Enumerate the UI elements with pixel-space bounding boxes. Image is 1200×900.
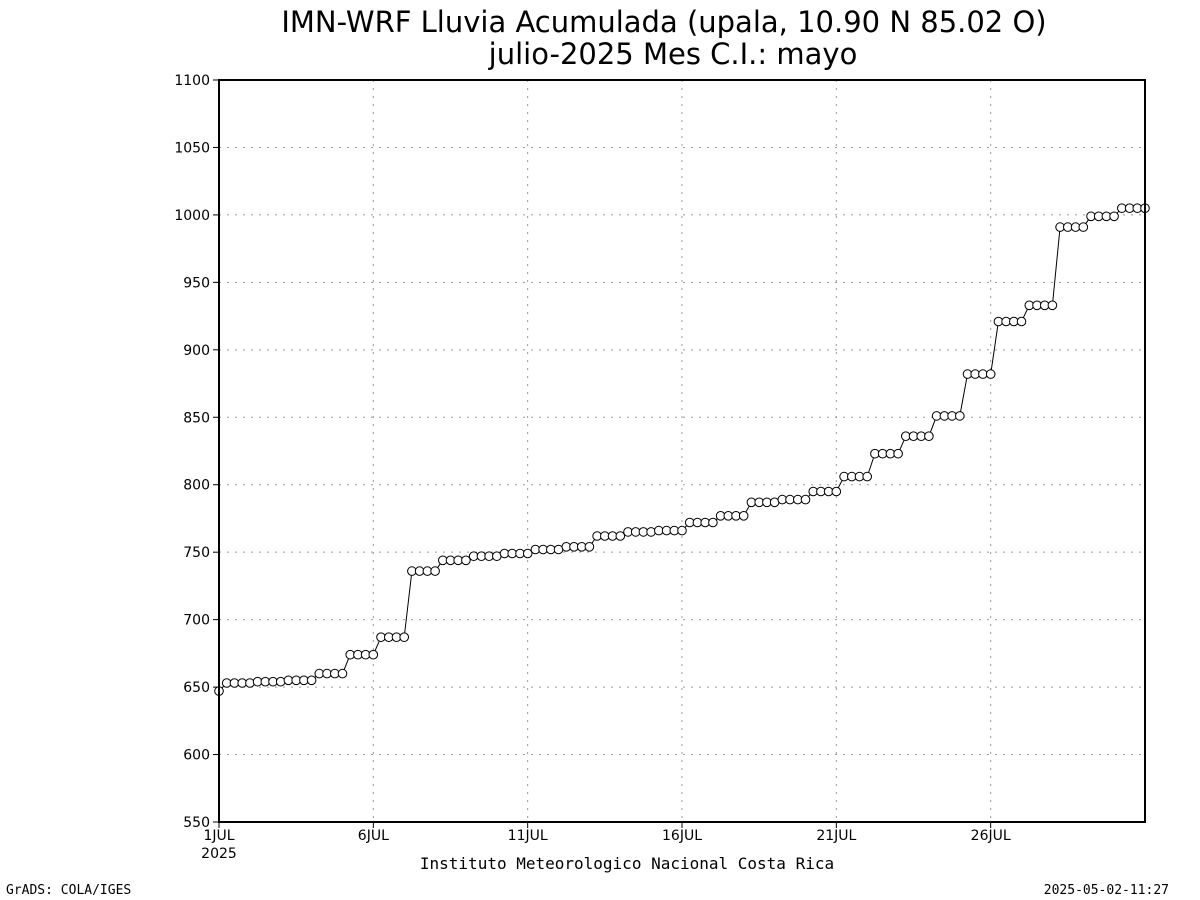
- data-point: [306, 675, 317, 686]
- chart-subtitle: julio-2025 Mes C.I.: mayo: [488, 37, 858, 71]
- y-tick-label: 950: [183, 275, 210, 291]
- data-point: [337, 668, 348, 679]
- y-tick-label: 850: [183, 410, 210, 426]
- x-tick-sublabel: 2025: [201, 846, 237, 862]
- data-point: [368, 649, 379, 660]
- x-tick-label: 11JUL: [508, 828, 548, 844]
- footer-timestamp: 2025-05-02-11:27: [1044, 883, 1169, 898]
- data-point: [985, 369, 996, 379]
- data-point: [738, 511, 749, 521]
- data-point: [615, 531, 626, 541]
- data-point: [1078, 222, 1089, 232]
- data-point: [955, 411, 965, 421]
- x-axis-label: Instituto Meteorologico Nacional Costa R…: [420, 854, 834, 873]
- data-point: [677, 525, 687, 536]
- x-tick-label: 6JUL: [358, 828, 389, 844]
- data-point: [893, 448, 903, 459]
- chart-title: IMN-WRF Lluvia Acumulada (upala, 10.90 N…: [281, 5, 1046, 39]
- footer-credit: GrADS: COLA/IGES: [6, 883, 131, 898]
- series-markers: [214, 203, 1150, 696]
- x-tick-label: 1JUL: [203, 828, 234, 844]
- data-point: [800, 494, 811, 505]
- y-tick-label: 600: [183, 748, 210, 764]
- y-axis-ticks: 550 600 650 700 750 800 850 900 950 1000 1050 1100: [174, 73, 219, 831]
- grid-lines: [219, 80, 1145, 822]
- y-tick-label: 650: [183, 680, 210, 696]
- y-tick-label: 750: [183, 545, 210, 561]
- data-point: [430, 566, 440, 576]
- x-tick-label: 21JUL: [816, 828, 856, 844]
- y-tick-label: 1050: [174, 140, 210, 156]
- y-tick-label: 550: [183, 815, 210, 831]
- y-tick-label: 1000: [174, 208, 210, 224]
- data-point: [924, 431, 934, 442]
- y-tick-label: 800: [183, 478, 210, 494]
- data-point: [399, 632, 410, 643]
- plot-frame: [218, 79, 1146, 823]
- x-tick-label: 16JUL: [662, 828, 702, 844]
- data-point: [245, 678, 255, 688]
- x-axis-ticks: 1JUL 2025 6JUL 11JUL 16JUL 21JUL 26JUL: [201, 822, 1011, 862]
- data-point: [831, 486, 842, 497]
- y-tick-label: 900: [183, 343, 210, 359]
- data-point: [275, 676, 286, 687]
- data-point: [584, 542, 595, 552]
- data-point: [708, 517, 718, 528]
- data-point: [1109, 211, 1119, 222]
- data-point: [646, 527, 656, 537]
- data-point: [862, 471, 873, 482]
- data-point: [1047, 300, 1058, 311]
- y-tick-label: 1100: [174, 73, 210, 89]
- data-point: [522, 548, 533, 559]
- y-tick-label: 700: [183, 613, 210, 629]
- data-point: [461, 555, 471, 566]
- data-point: [1016, 316, 1027, 327]
- x-tick-label: 26JUL: [971, 828, 1011, 844]
